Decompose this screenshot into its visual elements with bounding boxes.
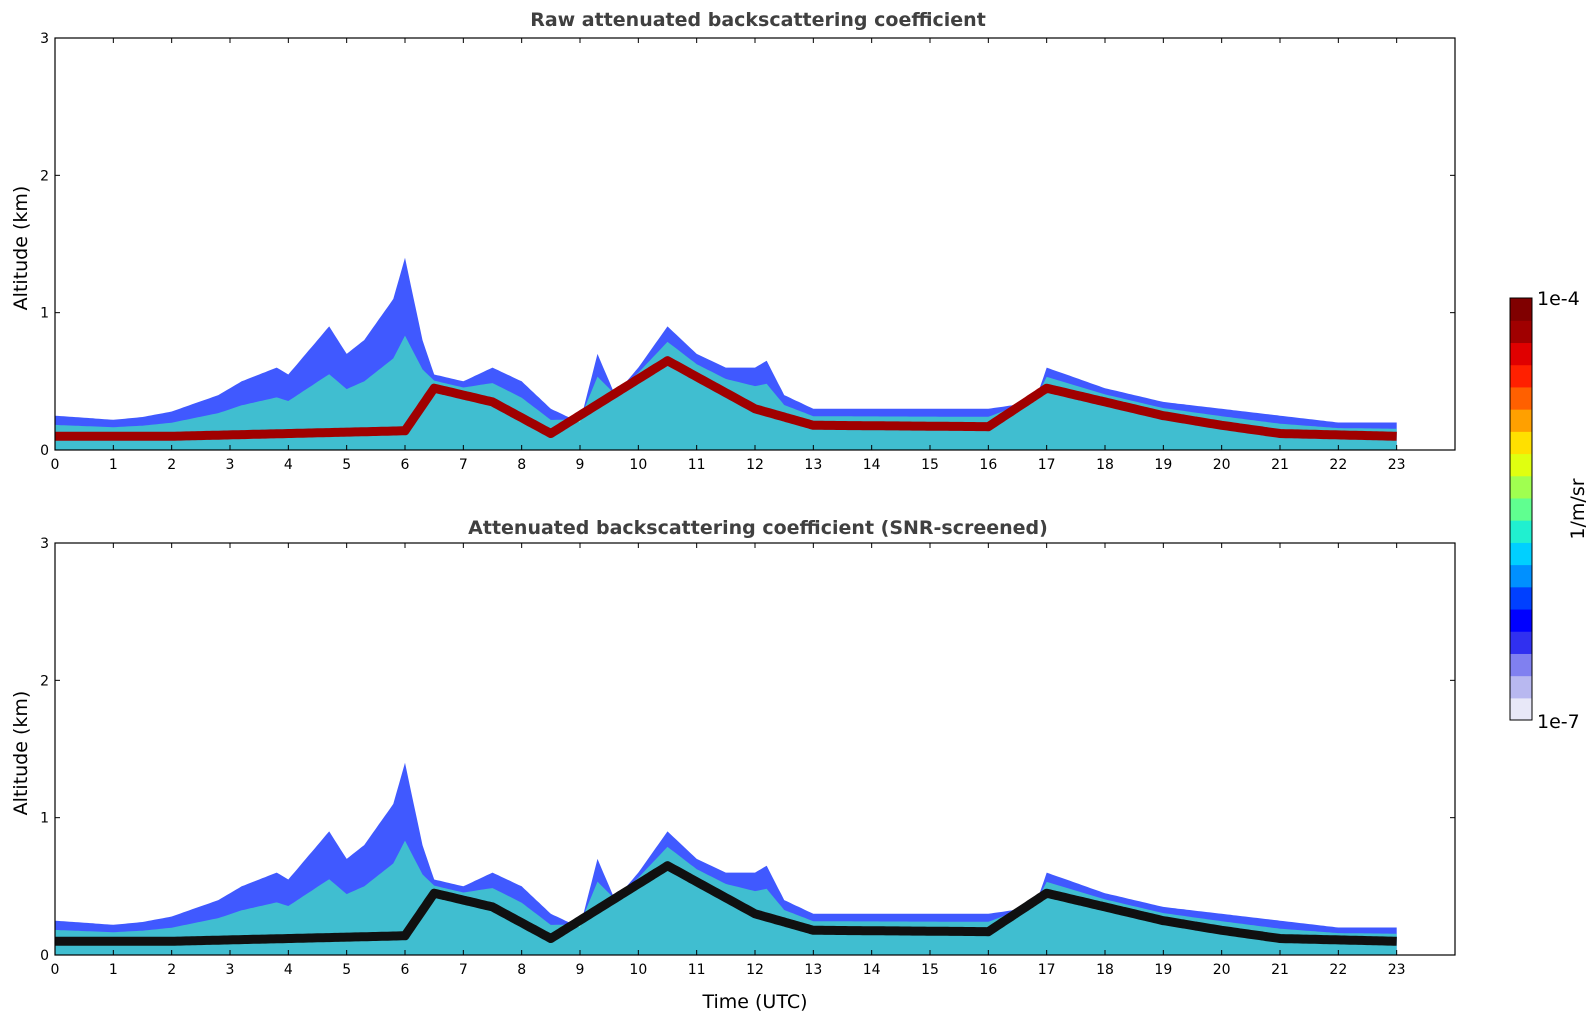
colorbar-swatch [1510,653,1532,677]
x-tick-label: 23 [1388,457,1406,473]
plot-area [53,257,1399,450]
x-tick-label: 14 [863,457,881,473]
colorbar-min-label: 1e-7 [1537,711,1580,733]
x-tick-label: 22 [1329,457,1347,473]
x-tick-label: 10 [629,962,647,978]
y-tick-label: 3 [40,536,49,552]
x-tick-label: 9 [576,457,585,473]
colorbar-swatch [1510,608,1532,632]
x-tick-label: 21 [1271,457,1289,473]
panel-raw: Raw attenuated backscattering coefficien… [10,9,1456,473]
colorbar-swatch [1510,453,1532,477]
x-tick-label: 6 [401,962,410,978]
x-tick-label: 1 [109,962,118,978]
x-tick-label: 12 [746,962,764,978]
x-tick-label: 17 [1038,962,1056,978]
x-tick-label: 2 [167,962,176,978]
x-axis-ticks: 0 1 2 3 4 5 6 7 8 9 10 11 12 13 14 15 16 17 18 19 20 21 22 23 [51,543,1406,978]
x-tick-label: 7 [459,457,468,473]
y-tick-label: 2 [40,168,49,184]
plot-area [53,762,1399,955]
x-tick-label: 11 [688,962,706,978]
x-axis-ticks: 0 1 2 3 4 5 6 7 8 9 10 11 12 13 14 15 16 17 18 19 20 21 22 23 [51,38,1406,473]
x-tick-label: 3 [226,457,235,473]
colorbar-swatch [1510,342,1532,366]
x-tick-label: 4 [284,457,293,473]
x-tick-label: 19 [1154,962,1172,978]
x-tick-label: 16 [979,962,997,978]
colorbar-swatch [1510,298,1532,321]
y-tick-label: 0 [40,948,49,964]
x-tick-label: 20 [1213,457,1231,473]
x-tick-label: 10 [629,457,647,473]
x-tick-label: 20 [1213,962,1231,978]
x-tick-label: 15 [921,962,939,978]
x-tick-label: 22 [1329,962,1347,978]
x-tick-label: 3 [226,962,235,978]
x-tick-label: 0 [51,457,60,473]
colorbar-swatch [1510,586,1532,610]
colorbar-swatch [1510,431,1532,455]
x-tick-label: 11 [688,457,706,473]
panel-title: Raw attenuated backscattering coefficien… [530,9,986,31]
dense-layer-line [53,356,1399,441]
panel-title: Attenuated backscattering coefficient (S… [468,517,1048,539]
x-tick-label: 5 [342,457,351,473]
colorbar-swatch [1510,320,1532,344]
panel-snr-screened: Attenuated backscattering coefficient (S… [10,517,1456,1013]
x-tick-label: 8 [517,962,526,978]
x-tick-label: 19 [1154,457,1172,473]
y-tick-label: 2 [40,673,49,689]
x-tick-label: 6 [401,457,410,473]
x-tick-label: 0 [51,962,60,978]
colorbar-max-label: 1e-4 [1537,288,1580,310]
colorbar-swatch [1510,631,1532,654]
colorbar-swatch [1510,475,1532,499]
colorbar-swatch [1510,520,1532,543]
colorbar-swatch [1510,542,1532,566]
dense-layer-line [53,861,1399,946]
y-axis-label: Altitude (km) [10,186,32,311]
colorbar: 1e-4 1e-7 1/m/sr [1509,288,1589,733]
x-tick-label: 21 [1271,962,1289,978]
colorbar-swatch [1510,564,1532,588]
x-tick-label: 5 [342,962,351,978]
x-tick-label: 23 [1388,962,1406,978]
y-axis-label: Altitude (km) [10,691,32,816]
colorbar-swatches [1510,298,1532,721]
colorbar-unit-label: 1/m/sr [1567,478,1589,539]
x-tick-label: 14 [863,962,881,978]
x-axis-label: Time (UTC) [701,991,807,1013]
x-tick-label: 2 [167,457,176,473]
x-tick-label: 18 [1096,457,1114,473]
y-tick-label: 1 [40,306,49,322]
x-tick-label: 12 [746,457,764,473]
x-tick-label: 16 [979,457,997,473]
colorbar-swatch [1510,386,1532,410]
x-tick-label: 17 [1038,457,1056,473]
colorbar-swatch [1510,675,1532,699]
y-tick-label: 3 [40,31,49,47]
colorbar-swatch [1510,697,1532,721]
y-tick-label: 0 [40,443,49,459]
x-tick-label: 15 [921,457,939,473]
x-tick-label: 13 [804,962,822,978]
colorbar-swatch [1510,364,1532,388]
colorbar-swatch [1510,497,1532,521]
plot-frame [54,37,1456,451]
colorbar-frame [1509,297,1533,721]
plot-frame [54,542,1456,956]
x-tick-label: 7 [459,962,468,978]
colorbar-swatch [1510,409,1532,432]
x-tick-label: 13 [804,457,822,473]
x-tick-label: 8 [517,457,526,473]
x-tick-label: 9 [576,962,585,978]
x-tick-label: 1 [109,457,118,473]
x-tick-label: 4 [284,962,293,978]
y-tick-label: 1 [40,811,49,827]
x-tick-label: 18 [1096,962,1114,978]
